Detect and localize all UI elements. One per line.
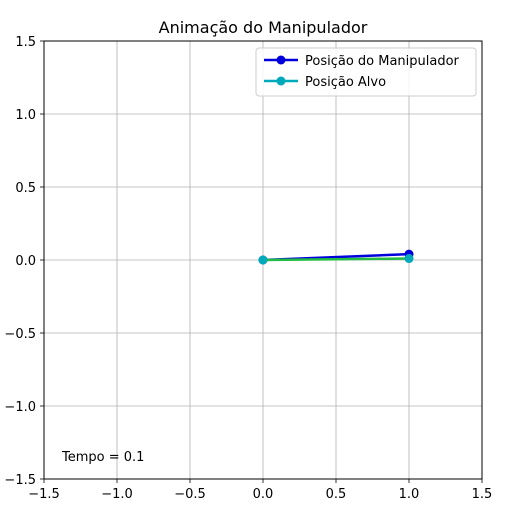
axis-ticks: −1.5 −1.0 −0.5 0.0 0.5 1.0 1.5 −1.5 −1.0 −0.5 0.0 0… [4, 35, 492, 502]
target-point [404, 254, 414, 264]
y-tick-label: −1.5 [4, 473, 36, 488]
chart-title: Animação do Manipulador [159, 18, 368, 37]
x-tick-label: −0.5 [174, 487, 206, 502]
time-annotation: Tempo = 0.1 [61, 450, 144, 465]
legend-marker-manipulator [276, 55, 286, 65]
y-tick-label: 1.0 [15, 108, 36, 123]
y-tick-label: −1.0 [4, 400, 36, 415]
x-tick-label: −1.0 [101, 487, 133, 502]
y-tick-label: 0.0 [15, 254, 36, 269]
legend-box [255, 47, 477, 97]
legend-label-target: Posição Alvo [305, 75, 386, 90]
legend: Posição do Manipulador Posição Alvo [255, 47, 477, 97]
target-point [258, 255, 268, 265]
x-tick-label: 1.0 [399, 487, 420, 502]
x-tick-label: 0.5 [326, 487, 347, 502]
y-tick-label: 1.5 [15, 35, 36, 50]
x-tick-label: −1.5 [28, 487, 60, 502]
target-line [262, 257, 410, 262]
legend-marker-target [276, 76, 286, 86]
y-tick-label: −0.5 [4, 327, 36, 342]
plot-series [258, 249, 414, 265]
x-tick-label: 1.5 [472, 487, 493, 502]
y-tick-label: 0.5 [15, 181, 36, 196]
legend-label-manipulator: Posição do Manipulador [305, 54, 460, 69]
x-tick-label: 0.0 [253, 487, 274, 502]
